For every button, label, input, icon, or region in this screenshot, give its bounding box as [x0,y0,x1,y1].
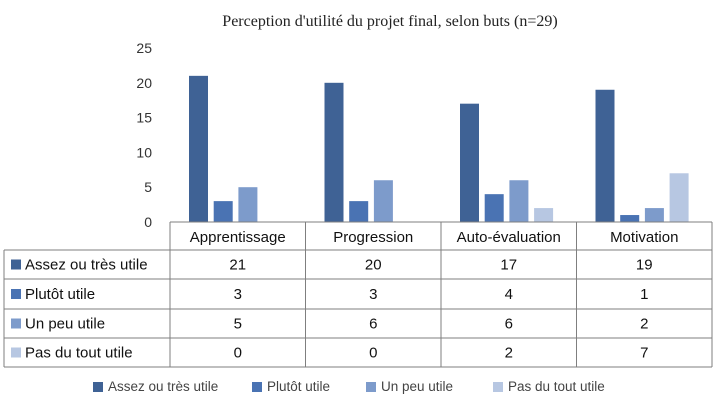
category-label: Progression [333,229,413,246]
data-label: 19 [636,257,653,274]
legend: Assez ou très utile Plutôt utile Un peu ut… [93,379,605,394]
data-label: 3 [234,286,242,303]
y-tick-label: 10 [136,144,152,160]
data-label: 6 [369,316,377,333]
bar [484,194,504,222]
bar [669,173,689,222]
series-label: Pas du tout utile [25,345,133,362]
bar [509,180,529,222]
series-key [11,289,21,299]
legend-key [252,382,262,392]
bar [324,82,344,222]
series-label: Plutôt utile [25,286,95,303]
y-tick-label: 25 [136,40,152,56]
legend-entry: Un peu utile [381,379,453,394]
legend-entry: Assez ou très utile [108,379,218,394]
category-label: Apprentissage [190,229,286,246]
bar [189,75,208,222]
bar [534,208,554,222]
series-key [11,259,21,270]
bar [373,180,393,222]
bars [189,75,689,222]
bar [213,201,233,222]
y-tick-label: 5 [144,179,152,195]
series-label: Un peu utile [25,316,105,333]
data-table: Apprentissage Progression Auto-évaluation M… [3,221,713,368]
bar [460,103,479,222]
bar [595,89,615,222]
legend-entry: Pas du tout utile [508,379,605,394]
data-label: 20 [365,257,382,274]
data-label: 1 [640,286,648,303]
category-label: Motivation [610,229,678,246]
bar [620,215,640,222]
series-key [11,347,21,358]
data-label: 0 [234,345,242,362]
chart-title: Perception d'utilité du projet final, se… [222,13,557,30]
y-tick-label: 15 [136,110,152,126]
data-label: 17 [500,257,517,274]
series-label: Assez ou très utile [25,257,148,274]
data-label: 6 [505,316,513,333]
data-label: 2 [505,345,513,362]
y-axis: 0 5 10 15 20 25 [136,40,152,230]
legend-key [493,382,503,392]
category-label: Auto-évaluation [457,229,561,246]
legend-key [93,382,103,392]
data-label: 0 [369,345,377,362]
y-tick-label: 20 [136,75,152,91]
legend-entry: Plutôt utile [267,379,330,394]
data-label: 21 [229,257,246,274]
data-label: 2 [640,316,648,333]
bar [349,201,369,222]
data-label: 5 [234,316,242,333]
y-tick-label: 0 [144,214,152,230]
bar [238,187,258,222]
bar [644,208,664,222]
series-key [11,318,21,329]
data-label: 4 [505,286,513,303]
data-label: 7 [640,345,648,362]
data-label: 3 [369,286,377,303]
legend-key [366,382,376,392]
